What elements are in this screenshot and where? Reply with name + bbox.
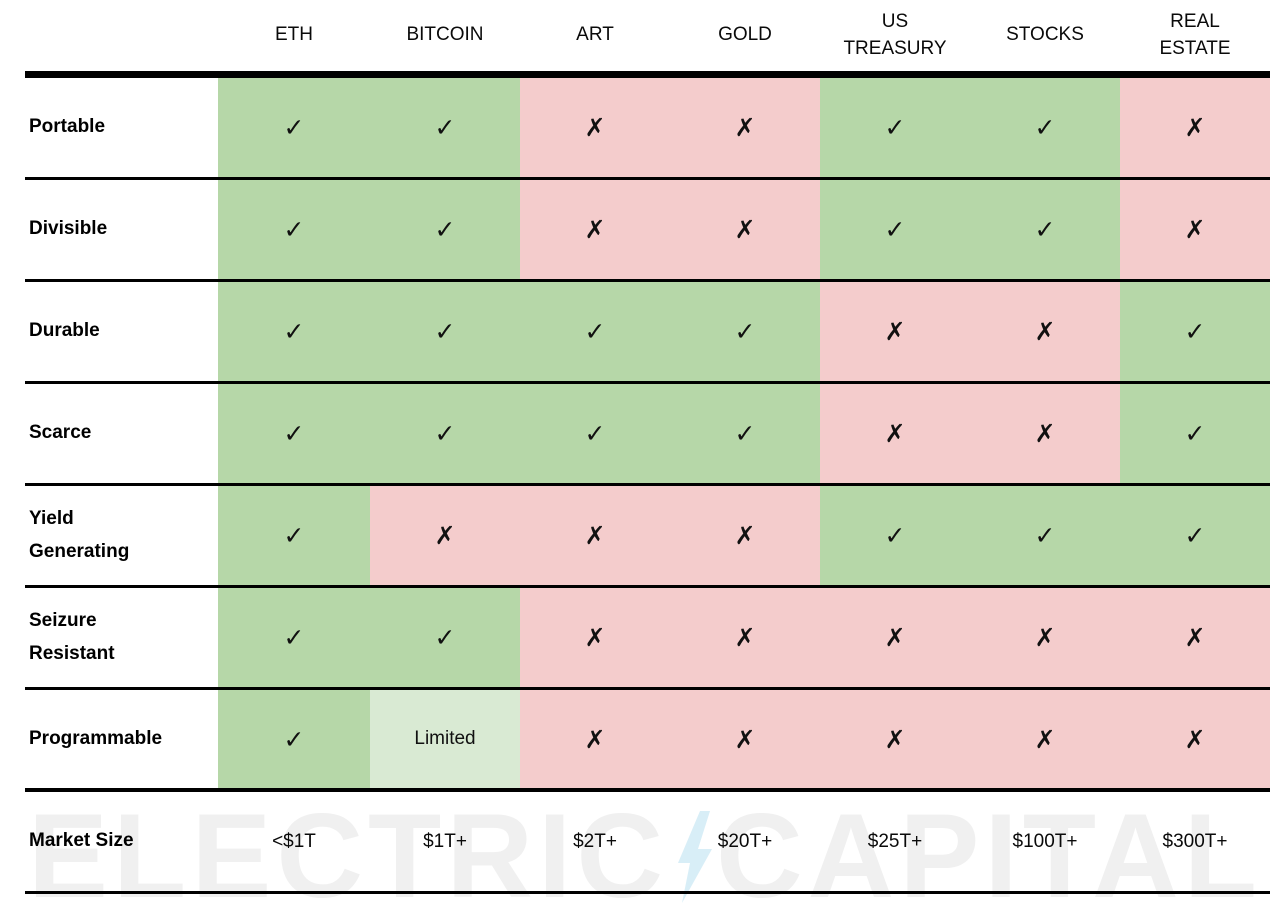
cell-scarce-bitcoin: ✓ [370, 384, 520, 483]
cell-yield-generating-eth: ✓ [218, 486, 370, 585]
cell-market-size-bitcoin: $1T+ [423, 830, 467, 852]
row-programmable: Programmable ✓ Limited ✗ ✗ ✗ ✗ ✗ [25, 690, 1270, 792]
cell-seizure-resistant-gold: ✗ [670, 588, 820, 687]
column-header-gold: GOLD [718, 24, 772, 46]
cell-divisible-eth: ✓ [218, 180, 370, 279]
row-market-size: Market Size <$1T $1T+ $2T+ $20T+ $25T+ $… [25, 792, 1270, 894]
cell-divisible-gold: ✗ [670, 180, 820, 279]
cell-seizure-resistant-stocks: ✗ [970, 588, 1120, 687]
cell-durable-eth: ✓ [218, 282, 370, 381]
cell-divisible-real-estate: ✗ [1120, 180, 1270, 279]
row-label-divisible: Divisible [25, 180, 218, 279]
cell-durable-stocks: ✗ [970, 282, 1120, 381]
row-label-market-size: Market Size [29, 830, 134, 852]
cell-programmable-gold: ✗ [670, 690, 820, 788]
column-header-bitcoin: BITCOIN [406, 24, 484, 46]
row-label-durable: Durable [25, 282, 218, 381]
cell-portable-real-estate: ✗ [1120, 78, 1270, 177]
cell-yield-generating-bitcoin: ✗ [370, 486, 520, 585]
cell-seizure-resistant-eth: ✓ [218, 588, 370, 687]
cell-seizure-resistant-art: ✗ [520, 588, 670, 687]
row-durable: Durable ✓ ✓ ✓ ✓ ✗ ✗ ✓ [25, 282, 1270, 384]
row-label-portable: Portable [25, 78, 218, 177]
cell-portable-us-treasury: ✓ [820, 78, 970, 177]
cell-durable-real-estate: ✓ [1120, 282, 1270, 381]
cell-programmable-stocks: ✗ [970, 690, 1120, 788]
cell-scarce-us-treasury: ✗ [820, 384, 970, 483]
cell-seizure-resistant-real-estate: ✗ [1120, 588, 1270, 687]
cell-durable-gold: ✓ [670, 282, 820, 381]
column-header-us-treasury: US TREASURY [843, 10, 947, 59]
row-divisible: Divisible ✓ ✓ ✗ ✗ ✓ ✓ ✗ [25, 180, 1270, 282]
cell-scarce-gold: ✓ [670, 384, 820, 483]
lightning-bolt-icon [678, 802, 712, 922]
cell-market-size-stocks: $100T+ [1012, 830, 1078, 852]
cell-yield-generating-stocks: ✓ [970, 486, 1120, 585]
cell-market-size-art: $2T+ [573, 830, 617, 852]
watermark-word-electric: ELECTRIC [28, 789, 668, 923]
cell-portable-gold: ✗ [670, 78, 820, 177]
cell-portable-art: ✗ [520, 78, 670, 177]
cell-scarce-eth: ✓ [218, 384, 370, 483]
cell-divisible-us-treasury: ✓ [820, 180, 970, 279]
watermark-word-capital: CAPITAL [716, 789, 1263, 923]
cell-market-size-eth: <$1T [272, 830, 316, 852]
corner-cell [25, 0, 218, 71]
row-scarce: Scarce ✓ ✓ ✓ ✓ ✗ ✗ ✓ [25, 384, 1270, 486]
row-portable: Portable ✓ ✓ ✗ ✗ ✓ ✓ ✗ [25, 78, 1270, 180]
cell-portable-stocks: ✓ [970, 78, 1120, 177]
cell-durable-bitcoin: ✓ [370, 282, 520, 381]
table-header-row: ETH BITCOIN ART GOLD US TREASURY STOCKS … [25, 0, 1270, 71]
cell-yield-generating-art: ✗ [520, 486, 670, 585]
cell-programmable-us-treasury: ✗ [820, 690, 970, 788]
row-seizure-resistant: Seizure Resistant ✓ ✓ ✗ ✗ ✗ ✗ ✗ [25, 588, 1270, 690]
header-divider-line [25, 71, 1270, 78]
cell-scarce-art: ✓ [520, 384, 670, 483]
cell-divisible-bitcoin: ✓ [370, 180, 520, 279]
row-label-seizure-resistant: Seizure Resistant [25, 588, 218, 687]
row-yield-generating: Yield Generating ✓ ✗ ✗ ✗ ✓ ✓ ✓ [25, 486, 1270, 588]
cell-seizure-resistant-bitcoin: ✓ [370, 588, 520, 687]
cell-programmable-art: ✗ [520, 690, 670, 788]
cell-portable-bitcoin: ✓ [370, 78, 520, 177]
cell-yield-generating-real-estate: ✓ [1120, 486, 1270, 585]
row-label-scarce: Scarce [25, 384, 218, 483]
cell-yield-generating-gold: ✗ [670, 486, 820, 585]
cell-durable-us-treasury: ✗ [820, 282, 970, 381]
asset-comparison-table: ETH BITCOIN ART GOLD US TREASURY STOCKS … [25, 0, 1270, 894]
cell-market-size-us-treasury: $25T+ [867, 830, 923, 852]
cell-market-size-gold: $20T+ [717, 830, 773, 852]
column-header-eth: ETH [275, 24, 313, 46]
cell-portable-eth: ✓ [218, 78, 370, 177]
cell-seizure-resistant-us-treasury: ✗ [820, 588, 970, 687]
cell-scarce-real-estate: ✓ [1120, 384, 1270, 483]
cell-programmable-bitcoin: Limited [370, 690, 520, 788]
watermark: ELECTRIC CAPITAL [28, 796, 1268, 922]
row-label-programmable: Programmable [25, 690, 218, 788]
column-header-art: ART [576, 24, 614, 46]
cell-programmable-eth: ✓ [218, 690, 370, 788]
cell-programmable-real-estate: ✗ [1120, 690, 1270, 788]
cell-divisible-art: ✗ [520, 180, 670, 279]
cell-yield-generating-us-treasury: ✓ [820, 486, 970, 585]
cell-divisible-stocks: ✓ [970, 180, 1120, 279]
column-header-real-estate: REAL ESTATE [1159, 10, 1231, 59]
cell-market-size-real-estate: $300T+ [1162, 830, 1228, 852]
cell-durable-art: ✓ [520, 282, 670, 381]
row-label-yield-generating: Yield Generating [25, 486, 218, 585]
column-header-stocks: STOCKS [1006, 24, 1084, 46]
cell-scarce-stocks: ✗ [970, 384, 1120, 483]
